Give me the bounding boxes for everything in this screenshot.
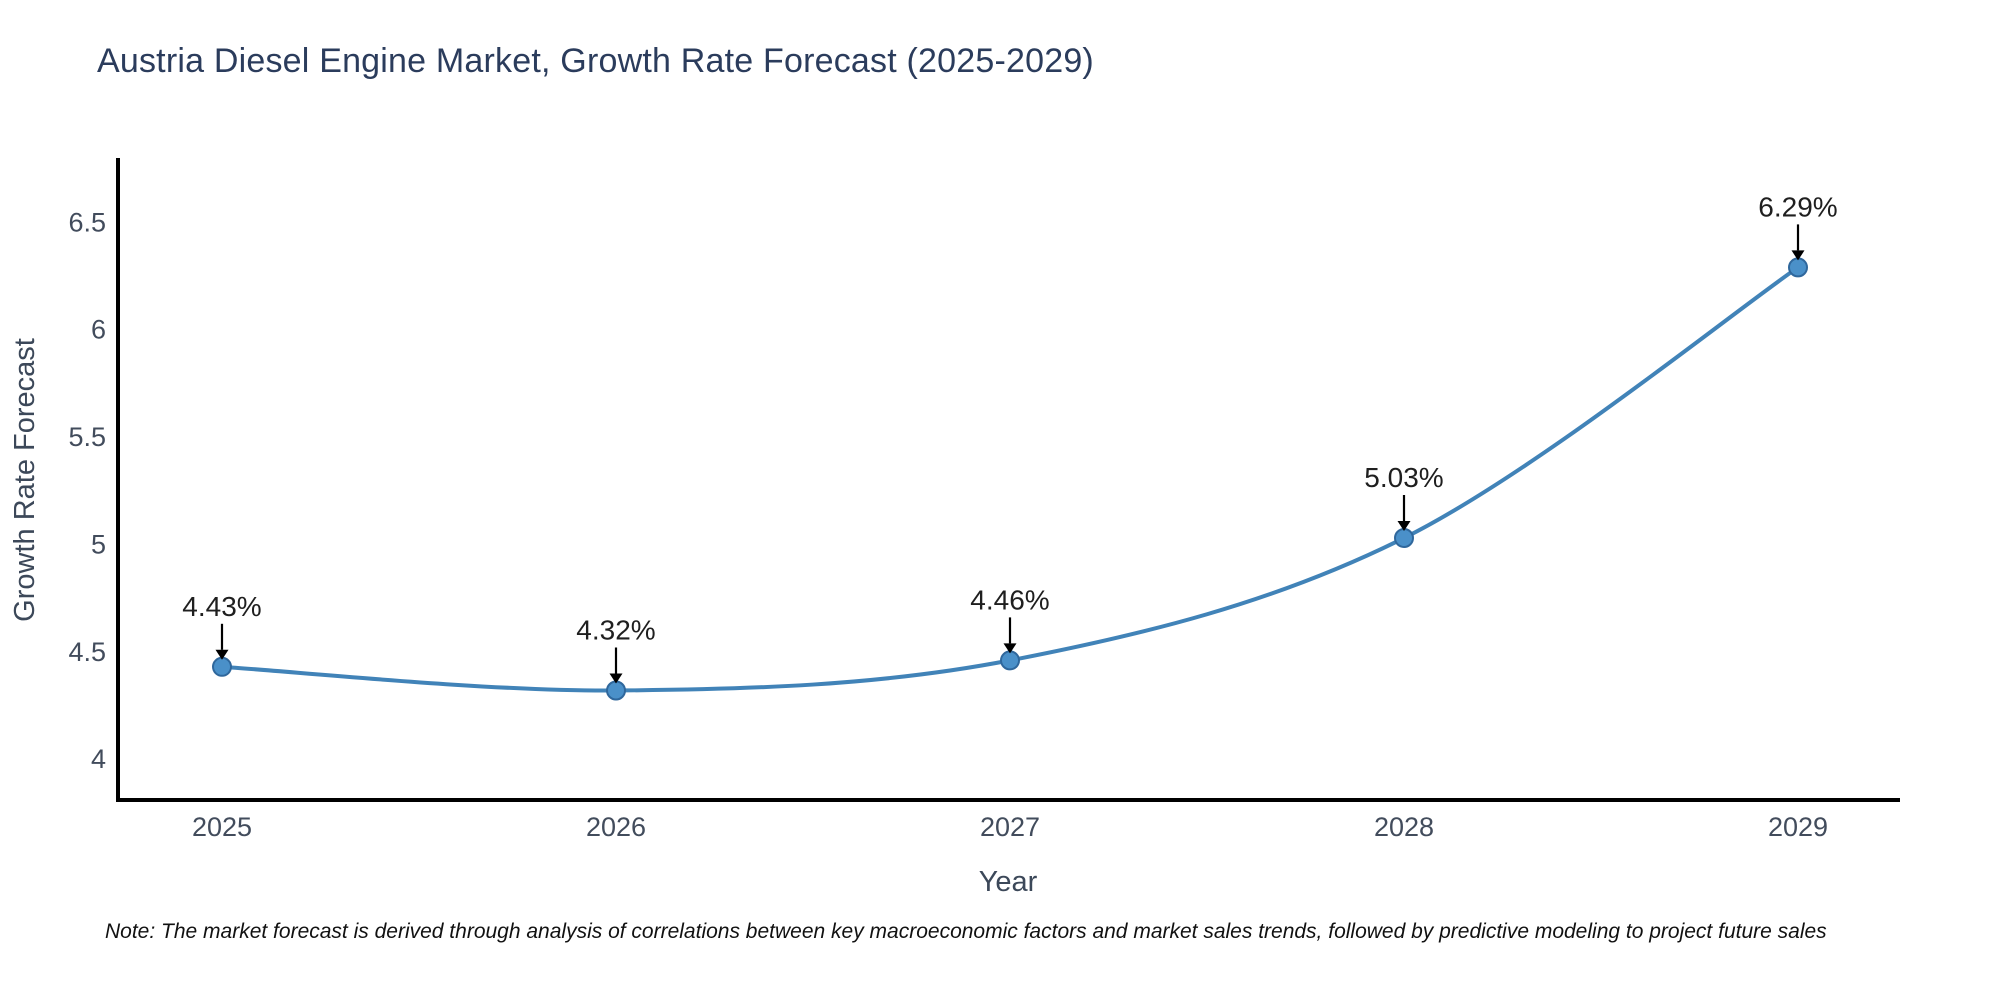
annotation-arrowhead-icon <box>1397 521 1411 531</box>
annotation-2029: 6.29% <box>1758 191 1838 261</box>
data-point-2029 <box>1788 257 1808 278</box>
y-tick-label-4: 4 <box>91 744 106 774</box>
data-point-2027 <box>1000 650 1020 671</box>
chart-title: Austria Diesel Engine Market, Growth Rat… <box>97 42 1094 80</box>
y-axis-tick-labels: 4 4.5 5 5.5 6 6.5 <box>68 207 106 774</box>
x-axis-title: Year <box>979 866 1038 898</box>
annotation-arrowhead-icon <box>1003 643 1017 654</box>
data-point-2025 <box>212 656 232 677</box>
y-tick-label-5.5: 5.5 <box>68 422 106 452</box>
x-tick-label-2025: 2025 <box>192 812 252 842</box>
annotation-arrowhead-icon <box>609 673 623 684</box>
x-axis-tick-labels: 2025 2026 2027 2028 2029 <box>192 812 1828 842</box>
data-point-2026 <box>606 680 626 701</box>
annotation-arrowhead-icon <box>215 649 229 660</box>
point-annotations: 4.43% 4.32% 4.46% 5.03% 6.29% <box>182 191 1838 684</box>
axis-spines <box>116 158 1900 802</box>
annotation-value-label: 5.03% <box>1364 462 1443 493</box>
y-tick-label-6: 6 <box>91 315 106 345</box>
x-tick-label-2027: 2027 <box>980 812 1040 842</box>
annotation-value-label: 4.46% <box>970 584 1049 615</box>
annotation-2027: 4.46% <box>970 584 1050 654</box>
annotation-value-label: 6.29% <box>1758 191 1837 222</box>
y-tick-label-4.5: 4.5 <box>68 637 106 667</box>
footnote: Note: The market forecast is derived thr… <box>105 920 1827 943</box>
annotation-value-label: 4.43% <box>182 591 261 622</box>
y-tick-label-5: 5 <box>91 529 106 559</box>
x-tick-label-2028: 2028 <box>1374 812 1434 842</box>
x-tick-label-2029: 2029 <box>1768 812 1828 842</box>
annotation-2026: 4.32% <box>576 615 656 684</box>
annotation-value-label: 4.32% <box>576 615 655 646</box>
data-point-2028 <box>1394 528 1414 548</box>
y-tick-label-6.5: 6.5 <box>68 207 106 237</box>
y-axis-title: Growth Rate Forecast <box>9 338 41 622</box>
annotation-2028: 5.03% <box>1364 462 1444 531</box>
x-tick-label-2026: 2026 <box>586 812 646 842</box>
annotation-arrowhead-icon <box>1791 250 1805 261</box>
annotation-2025: 4.43% <box>182 591 262 660</box>
